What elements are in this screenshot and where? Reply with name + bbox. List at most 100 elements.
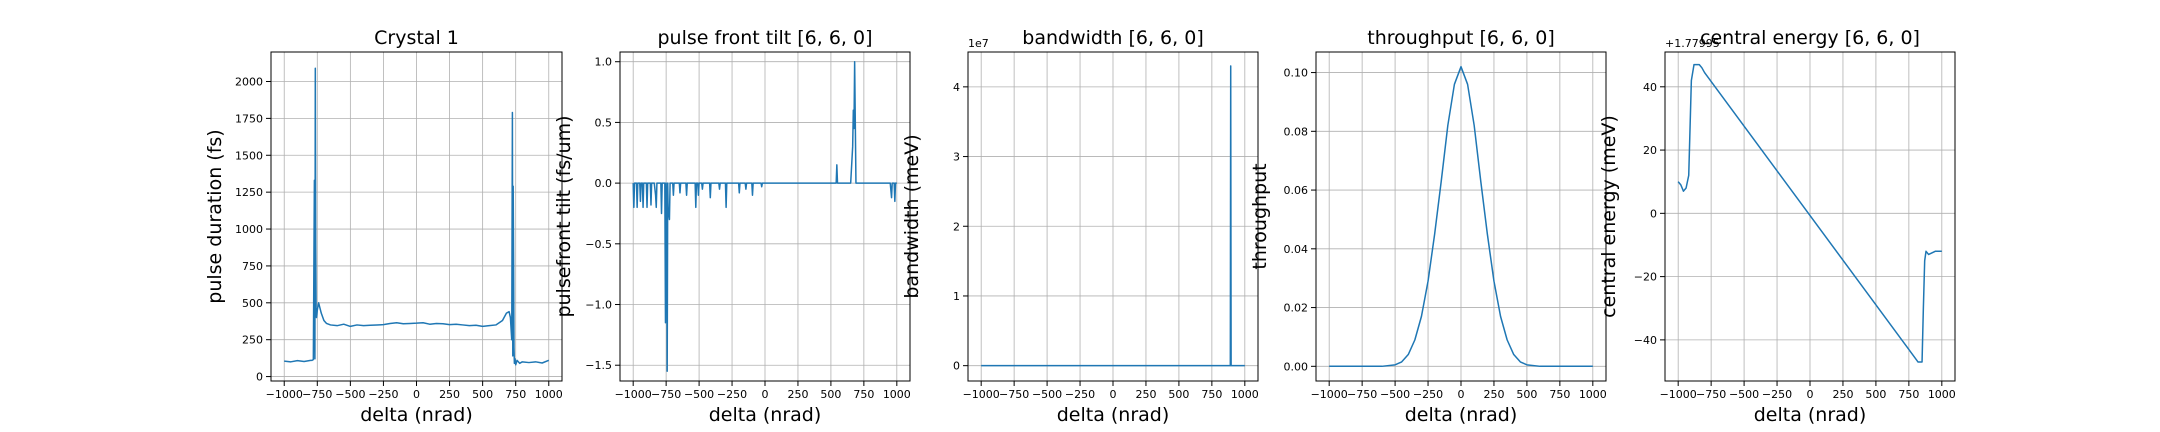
x-tick-label: −500 <box>1380 388 1410 401</box>
series-line-1 <box>1329 65 1593 368</box>
x-tick-label: −1000 <box>615 388 652 401</box>
y-tick-label: 1750 <box>235 112 263 125</box>
x-tick-label: 250 <box>1135 388 1156 401</box>
y-tick-label: 750 <box>242 260 263 273</box>
series-line-1 <box>632 60 897 373</box>
y-tick-label: 1000 <box>235 223 263 236</box>
y-tick-label: 250 <box>242 334 263 347</box>
x-tick-label: 750 <box>1201 388 1222 401</box>
x-tick-label: 500 <box>1168 388 1189 401</box>
x-tick-label: 250 <box>1832 388 1853 401</box>
subplot-4: −1000 −750 −500 −250 0 250 500 750 1000 0.00 0.02 0… <box>1249 27 1607 426</box>
x-tick-label: 750 <box>1898 388 1919 401</box>
y-tick-label: −40 <box>1634 334 1657 347</box>
x-axis-label: delta (nrad) <box>1405 404 1518 426</box>
y-tick-label: 0.08 <box>1284 125 1309 138</box>
subplot-title: throughput [6, 6, 0] <box>1367 27 1555 49</box>
y-tick-label: −20 <box>1634 271 1657 284</box>
y-tick-label: 0.02 <box>1284 302 1309 315</box>
x-tick-label: 0 <box>1458 388 1465 401</box>
y-tick-label: 1 <box>953 290 960 303</box>
subplot-2: −1000 −750 −500 −250 0 250 500 750 1000 −1.5 −1.0 −… <box>553 27 911 426</box>
y-tick-label: 2000 <box>235 76 263 89</box>
y-axis-label: pulsefront tilt (fs/um) <box>553 115 575 317</box>
x-tick-label: 1000 <box>1928 388 1956 401</box>
x-tick-label: −500 <box>684 388 714 401</box>
y-tick-label: 3 <box>953 151 960 164</box>
x-tick-label: 1000 <box>1579 388 1607 401</box>
axis-offset-text: +1.77995 <box>1665 37 1720 50</box>
x-axis-label: delta (nrad) <box>1754 404 1867 426</box>
x-tick-label: 0 <box>1110 388 1117 401</box>
x-tick-label: 1000 <box>883 388 911 401</box>
x-tick-label: −750 <box>651 388 681 401</box>
x-tick-label: 250 <box>787 388 808 401</box>
x-tick-label: −750 <box>999 388 1029 401</box>
y-tick-label: 0.06 <box>1284 184 1309 197</box>
x-tick-label: −250 <box>1413 388 1443 401</box>
y-tick-label: 40 <box>1643 81 1657 94</box>
y-tick-label: 0.04 <box>1284 243 1309 256</box>
x-tick-label: 1000 <box>535 388 563 401</box>
subplot-5: −1000 −750 −500 −250 0 250 500 750 1000 −40 −20 0 20… <box>1598 27 1956 426</box>
x-tick-label: 500 <box>820 388 841 401</box>
subplot-title: bandwidth [6, 6, 0] <box>1022 27 1203 49</box>
subplot-3: −1000 −750 −500 −250 0 250 500 750 1000 0 1 2 3 4 1e7 b… <box>901 27 1259 426</box>
y-tick-label: −1.0 <box>585 299 612 312</box>
x-tick-label: −1000 <box>266 388 303 401</box>
y-tick-label: 500 <box>242 297 263 310</box>
axis-offset-text: 1e7 <box>968 37 989 50</box>
y-tick-label: 0.00 <box>1284 360 1309 373</box>
y-tick-label: 0 <box>953 360 960 373</box>
y-tick-label: 1250 <box>235 186 263 199</box>
x-tick-label: 0 <box>1807 388 1814 401</box>
x-axis-label: delta (nrad) <box>709 404 822 426</box>
x-axis-label: delta (nrad) <box>360 404 473 426</box>
y-tick-label: 0 <box>256 371 263 384</box>
subplot-title: central energy [6, 6, 0] <box>1700 27 1920 49</box>
x-tick-label: 750 <box>853 388 874 401</box>
y-axis-label: bandwidth (meV) <box>901 134 923 298</box>
y-tick-label: 0.10 <box>1284 67 1309 80</box>
series-line-1 <box>981 65 1245 367</box>
y-tick-label: 0.5 <box>595 116 613 129</box>
y-tick-label: 2 <box>953 220 960 233</box>
x-tick-label: −750 <box>1696 388 1726 401</box>
x-tick-label: 250 <box>439 388 460 401</box>
x-tick-label: −250 <box>1762 388 1792 401</box>
y-tick-label: 1.0 <box>595 56 613 69</box>
x-tick-label: 500 <box>472 388 493 401</box>
x-tick-label: 750 <box>1549 388 1570 401</box>
y-tick-label: −1.5 <box>585 359 612 372</box>
series-line-1 <box>1677 63 1942 363</box>
x-tick-label: −750 <box>302 388 332 401</box>
x-tick-label: −1000 <box>1660 388 1697 401</box>
x-tick-label: 500 <box>1516 388 1537 401</box>
y-axis-label: pulse duration (fs) <box>204 129 226 303</box>
x-tick-label: 0 <box>762 388 769 401</box>
x-tick-label: −250 <box>717 388 747 401</box>
y-tick-label: 0.0 <box>595 177 613 190</box>
x-tick-label: 0 <box>413 388 420 401</box>
subplot-title: Crystal 1 <box>374 27 459 49</box>
y-tick-label: 0 <box>1650 207 1657 220</box>
x-tick-label: −500 <box>335 388 365 401</box>
x-tick-label: 750 <box>505 388 526 401</box>
x-tick-label: −500 <box>1032 388 1062 401</box>
x-tick-label: 500 <box>1865 388 1886 401</box>
y-tick-label: 20 <box>1643 144 1657 157</box>
x-tick-label: −1000 <box>963 388 1000 401</box>
x-tick-label: −250 <box>368 388 398 401</box>
series-line-1 <box>284 67 550 366</box>
y-tick-label: 4 <box>953 81 960 94</box>
y-tick-label: −0.5 <box>585 238 612 251</box>
x-axis-label: delta (nrad) <box>1057 404 1170 426</box>
x-tick-label: 250 <box>1483 388 1504 401</box>
x-tick-label: −250 <box>1065 388 1095 401</box>
y-axis-label: central energy (meV) <box>1598 115 1620 318</box>
y-tick-label: 1500 <box>235 149 263 162</box>
subplot-1: −1000 −750 −500 −250 0 250 500 750 1000 0 250 500 75… <box>204 27 563 426</box>
x-tick-label: −500 <box>1729 388 1759 401</box>
subplot-title: pulse front tilt [6, 6, 0] <box>658 27 873 49</box>
